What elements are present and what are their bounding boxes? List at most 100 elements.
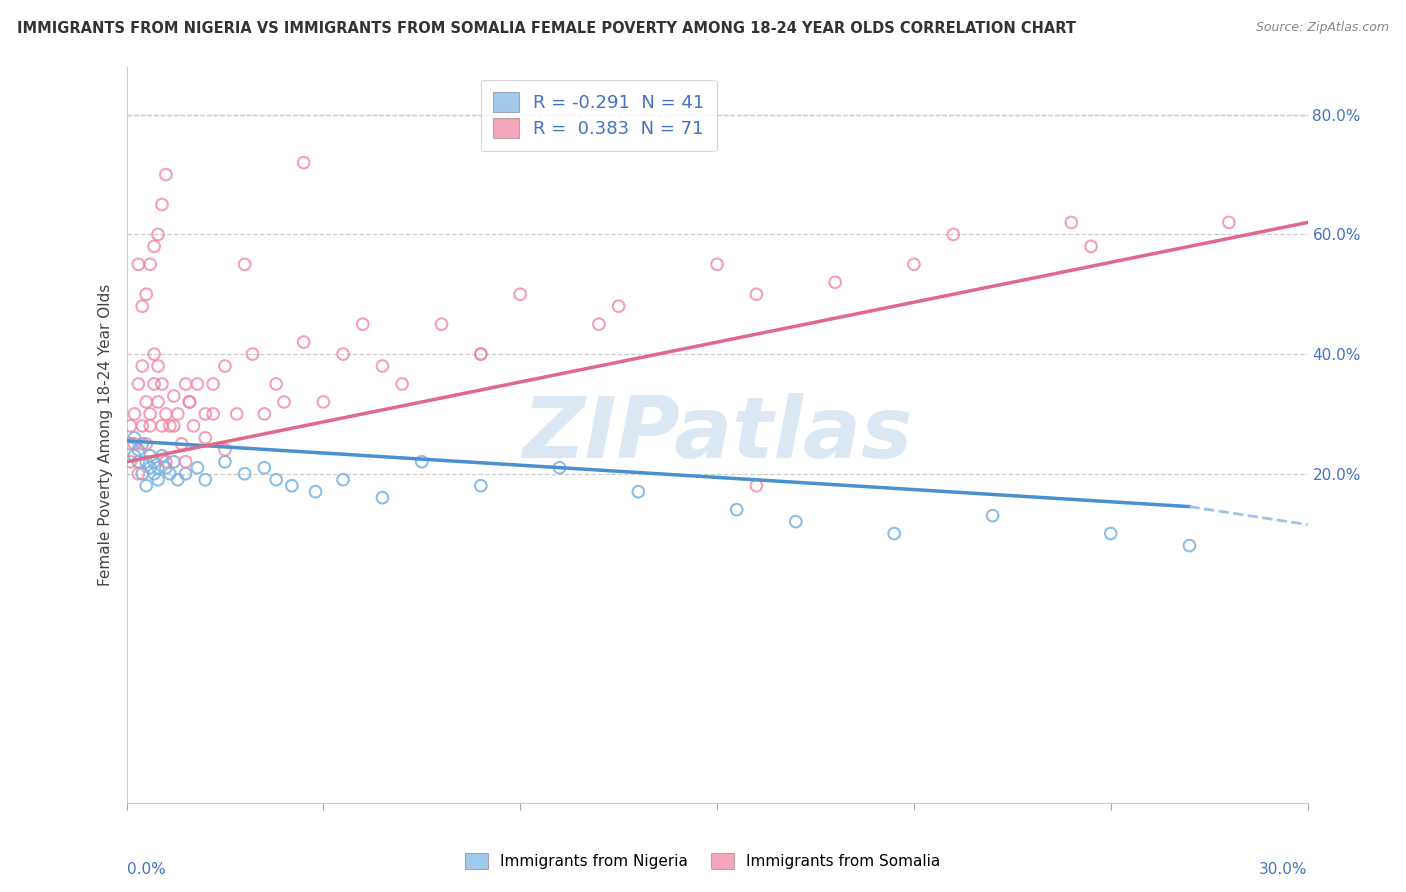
Point [143, 376, 166, 391]
Point [202, 407, 225, 421]
Point [163, 418, 186, 433]
Point [174, 467, 197, 481]
Point [745, 479, 768, 493]
Point [371, 491, 394, 505]
Point [391, 376, 413, 391]
Point [292, 155, 315, 169]
Point [883, 526, 905, 541]
Point [146, 460, 169, 475]
Point [120, 455, 142, 469]
Point [785, 515, 807, 529]
Point [155, 455, 177, 469]
Point [253, 460, 276, 475]
Point [225, 407, 247, 421]
Point [548, 460, 571, 475]
Text: ZIPatlas: ZIPatlas [522, 393, 912, 476]
Point [159, 467, 181, 481]
Point [127, 257, 149, 271]
Point [332, 347, 354, 361]
Point [150, 449, 173, 463]
Point [1080, 239, 1102, 253]
Point [135, 287, 157, 301]
Point [131, 418, 153, 433]
Point [163, 455, 186, 469]
Point [163, 389, 186, 403]
Point [131, 359, 153, 373]
Point [1099, 526, 1122, 541]
Point [143, 455, 166, 469]
Text: IMMIGRANTS FROM NIGERIA VS IMMIGRANTS FROM SOMALIA FEMALE POVERTY AMONG 18-24 YE: IMMIGRANTS FROM NIGERIA VS IMMIGRANTS FR… [17, 21, 1076, 36]
Point [304, 484, 326, 499]
Point [903, 257, 925, 271]
Point [981, 508, 1004, 523]
Point [124, 431, 146, 445]
Point [607, 299, 630, 313]
Point [588, 317, 610, 331]
Point [146, 473, 169, 487]
Point [233, 257, 256, 271]
Point [135, 437, 157, 451]
Point [127, 376, 149, 391]
Point [264, 473, 287, 487]
Point [143, 467, 166, 481]
Point [242, 347, 264, 361]
Point [155, 407, 177, 421]
Point [131, 299, 153, 313]
Point [150, 418, 173, 433]
Point [470, 479, 492, 493]
Point [131, 467, 153, 481]
Point [155, 168, 177, 182]
Point [127, 442, 149, 457]
Point [202, 376, 225, 391]
Point [194, 431, 217, 445]
Point [706, 257, 728, 271]
Point [127, 455, 149, 469]
Point [179, 395, 201, 409]
Point [292, 335, 315, 350]
Point [1060, 215, 1083, 229]
Point [942, 227, 965, 242]
Point [166, 407, 188, 421]
Point [264, 376, 287, 391]
Y-axis label: Female Poverty Among 18-24 Year Olds: Female Poverty Among 18-24 Year Olds [97, 284, 112, 586]
Point [143, 347, 166, 361]
Point [143, 239, 166, 253]
Point [312, 395, 335, 409]
Point [194, 473, 217, 487]
Point [139, 460, 162, 475]
Point [139, 407, 162, 421]
Legend: Immigrants from Nigeria, Immigrants from Somalia: Immigrants from Nigeria, Immigrants from… [460, 847, 946, 875]
Point [824, 275, 846, 289]
Point [371, 359, 394, 373]
Text: Source: ZipAtlas.com: Source: ZipAtlas.com [1256, 21, 1389, 34]
Point [170, 437, 193, 451]
Point [273, 395, 295, 409]
Point [135, 395, 157, 409]
Point [183, 418, 205, 433]
Point [139, 418, 162, 433]
Point [120, 437, 142, 451]
Point [146, 395, 169, 409]
Point [120, 418, 142, 433]
Point [150, 197, 173, 211]
Text: 30.0%: 30.0% [1260, 862, 1308, 877]
Point [155, 460, 177, 475]
Point [186, 376, 208, 391]
Point [186, 460, 208, 475]
Point [139, 449, 162, 463]
Point [135, 455, 157, 469]
Point [159, 418, 181, 433]
Point [131, 437, 153, 451]
Point [430, 317, 453, 331]
Point [139, 257, 162, 271]
Point [411, 455, 433, 469]
Point [146, 227, 169, 242]
Point [725, 502, 748, 516]
Point [214, 442, 236, 457]
Point [281, 479, 304, 493]
Point [150, 376, 173, 391]
Point [332, 473, 354, 487]
Point [174, 376, 197, 391]
Point [470, 347, 492, 361]
Point [194, 407, 217, 421]
